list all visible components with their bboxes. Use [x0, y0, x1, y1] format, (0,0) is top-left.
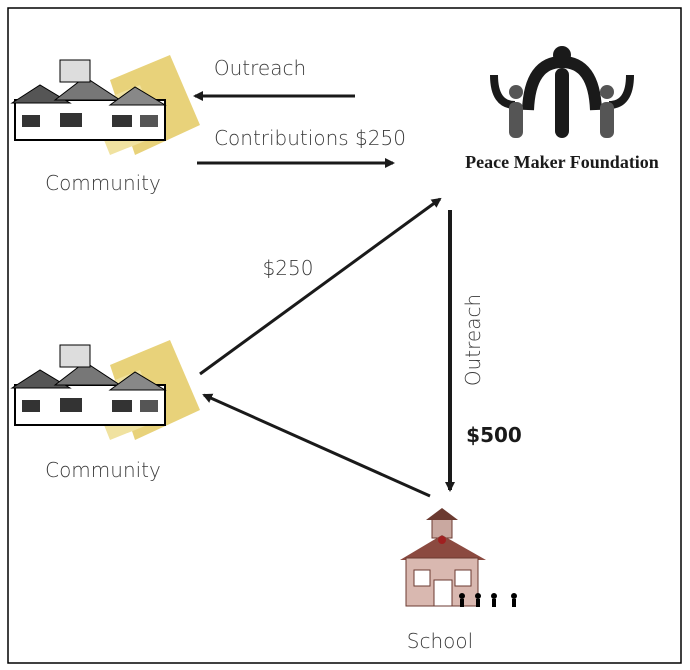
node-label: School: [407, 629, 473, 653]
node-label: Community: [45, 458, 161, 482]
edge-label: $250: [263, 256, 314, 280]
edge-label: $500: [466, 423, 522, 447]
community-icon: [12, 340, 200, 440]
edge-label: Contributions $250: [214, 126, 406, 150]
foundation-logo: [494, 46, 630, 138]
node-label: Community: [45, 171, 161, 195]
school-icon: [400, 508, 517, 607]
edge-label: Outreach: [214, 56, 306, 80]
diagram: Outreach Contributions $250 Community Pe…: [0, 0, 690, 670]
node-label: Peace Maker Foundation: [465, 152, 659, 172]
edge-label: Outreach: [461, 294, 485, 386]
arrow: [200, 199, 440, 374]
community-icon: [12, 55, 200, 155]
arrow: [204, 395, 430, 496]
